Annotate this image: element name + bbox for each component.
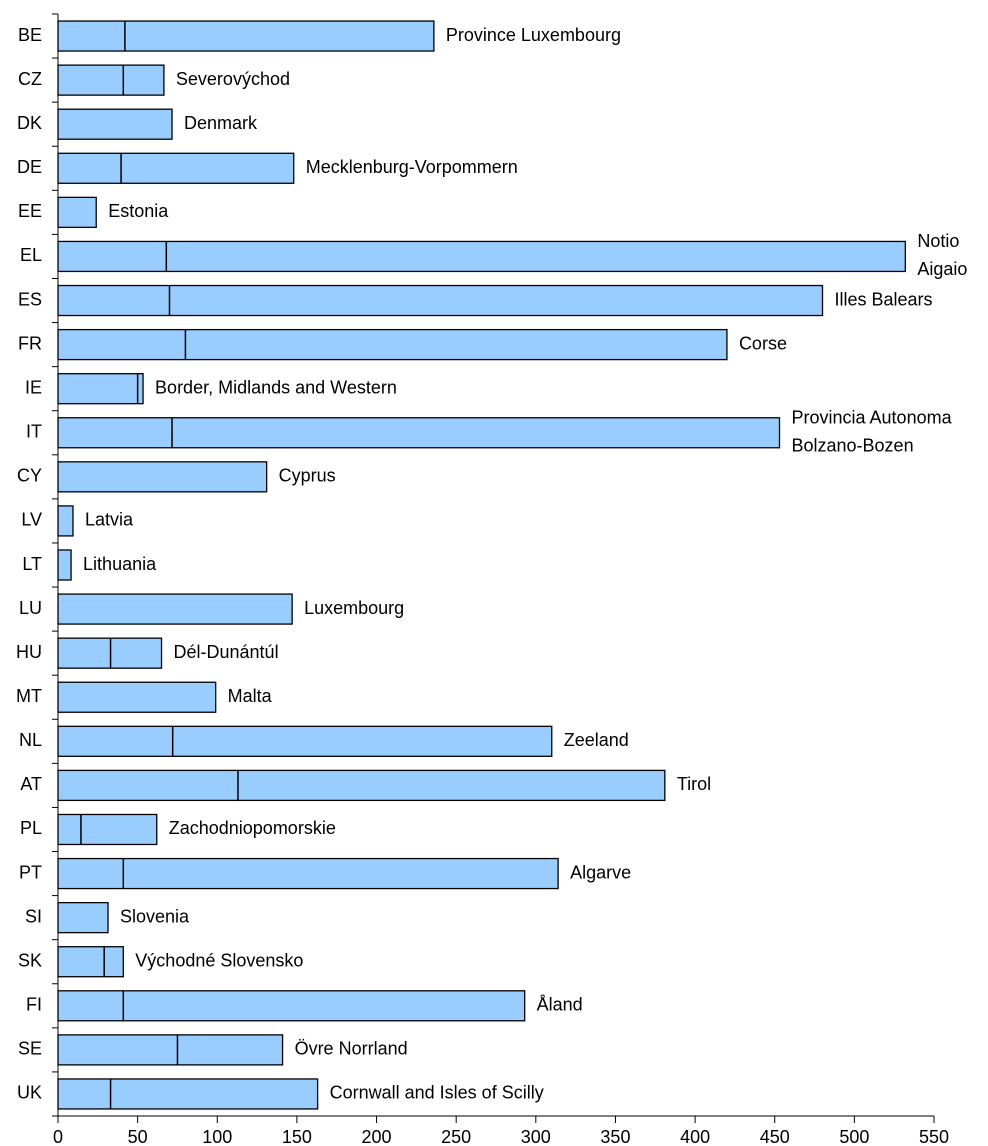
x-tick-label: 0 [53,1127,63,1146]
y-tick-label: FR [18,333,42,353]
region-label: Luxembourg [304,598,404,618]
y-tick-label: MT [16,686,42,706]
x-tick-label: 250 [441,1127,471,1146]
region-label: Border, Midlands and Western [155,377,397,397]
y-tick-label: UK [17,1083,42,1103]
y-tick-label: SE [18,1039,42,1059]
y-tick-label: EL [20,245,42,265]
y-tick-label: BE [18,25,42,45]
bar [57,725,553,757]
bar [57,328,728,361]
bar [57,1078,319,1110]
region-label: Slovenia [120,906,190,926]
region-label: Východné Slovensko [135,950,303,970]
region-label: Zeeland [564,730,629,750]
region-label: Denmark [184,113,258,133]
bar [57,637,163,669]
region-label: Åland [537,995,583,1015]
region-label: Mecklenburg-Vorpommern [306,157,518,177]
y-tick-label: PL [20,818,42,838]
y-tick-label: CY [17,466,42,486]
region-label: Illes Balears [835,289,933,309]
region-label: Bolzano-Bozen [792,436,914,456]
x-tick-label: 150 [282,1127,312,1146]
bar [57,901,109,934]
region-label: Övre Norrland [295,1039,408,1059]
region-label: Estonia [108,201,169,221]
bar [57,769,666,802]
bar [57,1034,284,1066]
region-label: Aigaio [917,259,967,279]
y-tick-label: LT [22,554,42,574]
region-label: Notio [917,231,959,251]
x-tick-label: 550 [919,1127,949,1146]
region-label: Lithuania [83,554,157,574]
bar [57,990,526,1022]
bar [57,196,97,229]
bar [57,417,781,449]
y-tick-label: IE [25,377,42,397]
bar [57,461,268,493]
x-tick-label: 200 [362,1127,392,1146]
y-tick-label: FI [26,995,42,1015]
region-label: Corse [739,333,787,353]
y-tick-label: HU [16,642,42,662]
bar [57,373,144,405]
bar [57,593,293,625]
y-tick-label: SI [25,906,42,926]
bar [57,284,824,317]
region-label: Algarve [570,862,631,882]
region-label: Severovýchod [176,69,290,89]
bar [57,681,217,713]
y-tick-label: PT [19,862,42,882]
bar [57,20,435,52]
region-label: Dél-Dunántúl [174,642,279,662]
region-label: Zachodniopomorskie [169,818,336,838]
region-label: Cyprus [279,466,336,486]
bar [57,946,124,978]
bar [57,813,158,846]
y-tick-label: LV [21,510,42,530]
y-tick-label: DE [17,157,42,177]
x-tick-label: 400 [680,1127,710,1146]
bar [57,152,295,184]
y-tick-label: LU [19,598,42,618]
y-tick-label: ES [18,289,42,309]
region-label: Malta [228,686,273,706]
y-tick-label: NL [19,730,42,750]
x-tick-label: 350 [600,1127,630,1146]
x-tick-label: 50 [128,1127,148,1146]
region-label: Cornwall and Isles of Scilly [330,1083,544,1103]
y-tick-label: IT [26,422,42,442]
x-tick-label: 300 [521,1127,551,1146]
bar [57,64,165,96]
bar [57,108,173,140]
region-label: Province Luxembourg [446,25,621,45]
y-tick-label: DK [17,113,42,133]
y-tick-label: EE [18,201,42,221]
region-label: Provincia Autonoma [792,408,953,428]
bar [57,857,559,890]
y-tick-label: CZ [18,69,42,89]
y-tick-label: AT [20,774,42,794]
bar [57,549,72,581]
x-tick-label: 100 [202,1127,232,1146]
region-label: Latvia [85,510,134,530]
y-tick-label: SK [18,950,42,970]
x-tick-label: 500 [839,1127,869,1146]
bar [57,240,906,273]
x-tick-label: 450 [760,1127,790,1146]
region-label: Tirol [677,774,711,794]
bar [57,505,74,537]
